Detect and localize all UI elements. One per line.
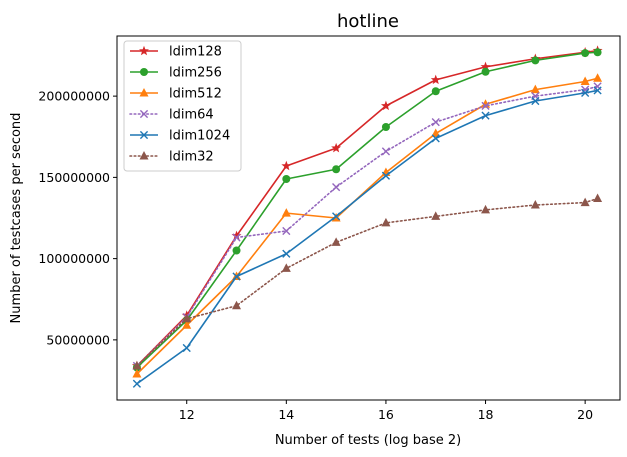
legend-item-ldim256: ldim256 xyxy=(130,66,222,81)
data-point-ldim128 xyxy=(430,74,441,85)
data-point-ldim128 xyxy=(380,100,391,111)
data-point-ldim1024 xyxy=(581,88,590,97)
y-tick-label: 100000000 xyxy=(38,251,110,266)
data-point-ldim32 xyxy=(580,197,590,207)
data-point-ldim256 xyxy=(232,246,241,255)
legend-label: ldim512 xyxy=(169,87,222,102)
legend-label: ldim64 xyxy=(169,108,214,123)
data-point-ldim256 xyxy=(332,165,341,174)
data-point-ldim512 xyxy=(132,369,142,378)
data-point-ldim512 xyxy=(431,128,441,137)
data-point-ldim256 xyxy=(431,87,440,96)
series-ldim32 xyxy=(132,193,603,370)
x-tick-label: 14 xyxy=(278,407,294,422)
x-tick-label: 12 xyxy=(179,407,195,422)
data-point-ldim1024 xyxy=(481,111,490,120)
series-layer xyxy=(131,45,603,388)
data-point-ldim1024 xyxy=(381,171,391,180)
data-point-ldim32 xyxy=(182,313,192,323)
data-point-ldim32 xyxy=(431,211,441,220)
data-point-ldim256 xyxy=(593,48,602,57)
x-tick-label: 16 xyxy=(378,407,394,422)
series-line-ldim32 xyxy=(136,197,599,367)
legend-marker xyxy=(139,88,149,97)
data-point-ldim32 xyxy=(281,263,291,272)
data-point-ldim1024 xyxy=(531,96,540,106)
legend-label: ldim256 xyxy=(169,66,222,81)
legend-item-ldim32: ldim32 xyxy=(129,150,214,165)
data-point-ldim256 xyxy=(581,49,590,58)
legend-item-ldim1024: ldim1024 xyxy=(130,129,230,144)
legend-box xyxy=(123,40,242,172)
legend-label: ldim32 xyxy=(169,150,214,165)
data-point-ldim1024 xyxy=(431,134,440,143)
legend-item-ldim128: ldim128 xyxy=(130,45,222,60)
legend-label: ldim128 xyxy=(169,45,222,60)
x-axis: 12 14 16 18 20 xyxy=(179,400,593,422)
data-point-ldim32 xyxy=(232,300,242,310)
data-point-ldim32 xyxy=(132,360,142,370)
data-point-ldim128 xyxy=(331,142,342,153)
data-point-ldim32 xyxy=(331,237,341,246)
y-tick-label: 50000000 xyxy=(46,332,110,347)
data-point-ldim128 xyxy=(281,160,292,171)
data-point-ldim128 xyxy=(231,230,242,241)
legend: ldim128 ldim256 ldim512 ldim64 ldim1024 ldim3… xyxy=(123,40,242,172)
data-point-ldim512 xyxy=(530,84,540,94)
x-tick-label: 20 xyxy=(577,407,593,422)
data-point-ldim64 xyxy=(232,233,241,242)
legend-label: ldim1024 xyxy=(169,129,230,144)
legend-marker xyxy=(139,130,149,140)
data-point-ldim1024 xyxy=(593,86,602,95)
legend-marker xyxy=(139,109,149,119)
data-point-ldim64 xyxy=(282,226,291,236)
y-axis-label: Number of testcases per second xyxy=(9,113,24,324)
x-axis-label: Number of tests (log base 2) xyxy=(275,433,461,448)
chart-title: hotline xyxy=(337,11,399,32)
data-point-ldim1024 xyxy=(182,343,191,353)
data-point-ldim64 xyxy=(481,101,490,110)
data-point-ldim512 xyxy=(182,320,192,329)
legend-marker xyxy=(139,45,149,56)
data-point-ldim64 xyxy=(431,118,440,127)
legend-item-ldim512: ldim512 xyxy=(130,87,222,102)
y-axis: 50000000 100000000 150000000 200000000 xyxy=(38,89,117,347)
data-point-ldim512 xyxy=(580,76,590,85)
data-point-ldim1024 xyxy=(332,212,341,221)
y-tick-label: 150000000 xyxy=(38,170,110,185)
data-point-ldim512 xyxy=(593,73,603,82)
data-point-ldim32 xyxy=(593,193,603,202)
data-point-ldim32 xyxy=(530,200,540,209)
legend-marker xyxy=(140,68,148,76)
x-tick-label: 18 xyxy=(478,407,494,422)
y-tick-label: 200000000 xyxy=(38,89,110,104)
data-point-ldim1024 xyxy=(232,272,241,281)
data-point-ldim32 xyxy=(381,217,391,227)
data-point-ldim256 xyxy=(481,67,490,76)
data-point-ldim512 xyxy=(281,208,291,217)
data-point-ldim1024 xyxy=(132,379,142,388)
legend-item-ldim64: ldim64 xyxy=(129,108,214,123)
data-point-ldim128 xyxy=(480,61,491,72)
data-point-ldim256 xyxy=(282,175,291,183)
series-ldim256 xyxy=(132,48,602,372)
plot-area xyxy=(116,35,621,401)
legend-marker xyxy=(139,151,149,160)
data-point-ldim64 xyxy=(332,183,341,192)
data-point-ldim32 xyxy=(481,204,491,214)
data-point-ldim1024 xyxy=(282,249,291,258)
data-point-ldim256 xyxy=(531,56,540,65)
data-point-ldim256 xyxy=(381,123,390,131)
series-ldim1024 xyxy=(132,86,602,388)
data-point-ldim64 xyxy=(381,147,391,156)
